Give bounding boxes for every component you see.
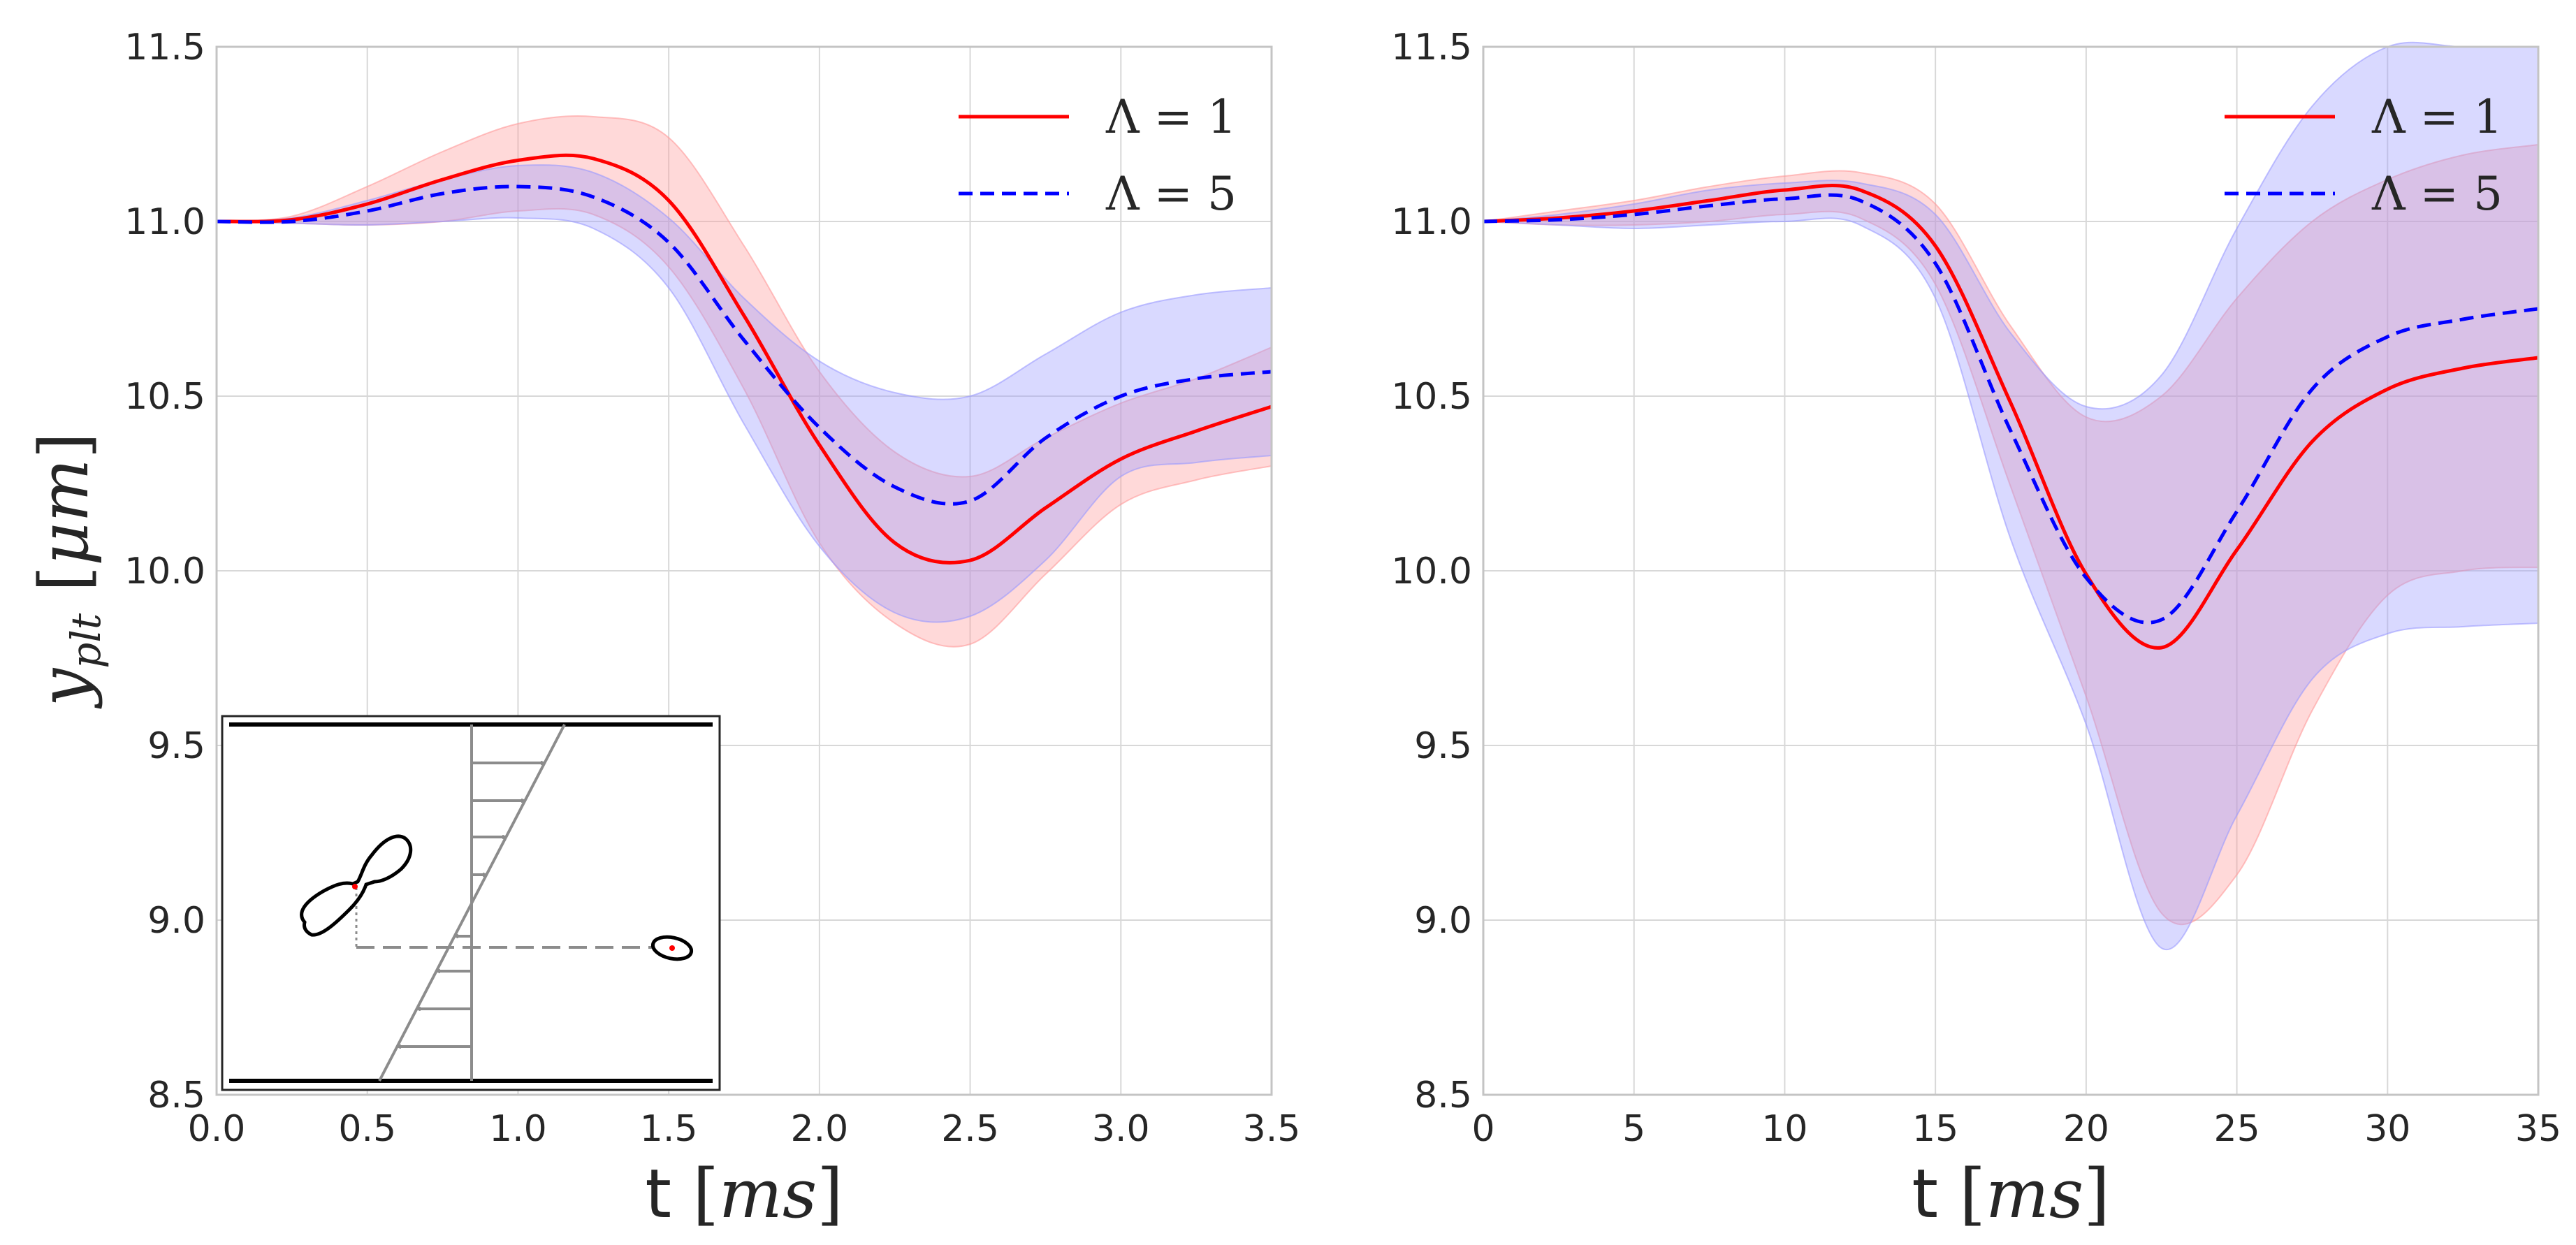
- right-panel: 0 5 10 15 20 25 30 358.59.09.510.010.511.011.5 …: [1391, 27, 2561, 1233]
- left-tick-labels: 0.0 0.5 1.0 1.5 2.0 2.5 3.0 3.5 8.5 9.0 9.5 10.0 10.…: [124, 27, 1300, 1150]
- left-legend-label-blue: Λ = 5: [1105, 167, 1237, 221]
- right-y-tick-label: 11.5: [1391, 27, 1472, 68]
- left-x-tick-label: 3.0: [1092, 1108, 1150, 1150]
- right-legend-label-red: Λ = 1: [2371, 90, 2503, 144]
- inset-velocity-profile: [378, 724, 566, 1082]
- left-y-tick-label: 8.5: [147, 1075, 205, 1116]
- right-y-tick-label: 11.0: [1391, 201, 1472, 243]
- left-x-tick-label: 0.0: [188, 1108, 246, 1150]
- left-axes-frame: [215, 45, 1273, 1096]
- left-band-lambda5: [216, 164, 1272, 623]
- left-x-axis-label: t [ms]: [645, 1155, 843, 1233]
- right-band-lambda5: [1483, 41, 2539, 951]
- right-tick-labels: 0 5 10 15 20 25 30 35 8.5 9.0 9.5 10.0 10.5 11.0 11.5: [1391, 27, 2561, 1150]
- right-lines: [1483, 183, 2539, 650]
- left-line-lambda1: [216, 153, 1272, 565]
- left-y-tick-label: 9.0: [147, 900, 205, 942]
- inset-velocity-arrows: [397, 763, 544, 1047]
- right-y-tick-label: 10.0: [1391, 551, 1472, 592]
- right-bands: [1483, 41, 2539, 951]
- right-line-lambda5: [1483, 193, 2539, 625]
- left-y-tick-label: 11.0: [124, 201, 205, 243]
- left-x-tick-label: 2.5: [941, 1108, 999, 1150]
- left-legend: Λ = 1 Λ = 5: [959, 90, 1237, 221]
- inset-relaxed-cell: [650, 935, 694, 961]
- right-y-tick-label: 9.0: [1414, 900, 1472, 942]
- right-y-tick-label: 8.5: [1414, 1075, 1472, 1116]
- left-y-axis-label: yplt [μm]: [25, 432, 110, 709]
- inset-stretched-cell: [300, 834, 413, 937]
- left-band-lambda1: [216, 115, 1272, 648]
- right-line-lambda1: [1483, 183, 2539, 650]
- left-lines: [216, 153, 1272, 565]
- left-x-tick-label: 1.0: [489, 1108, 547, 1150]
- right-x-tick-label: 10: [1761, 1108, 1807, 1150]
- right-x-tick-label: 0: [1471, 1108, 1494, 1150]
- right-legend-label-blue: Λ = 5: [2371, 167, 2503, 221]
- left-panel: 0.0 0.5 1.0 1.5 2.0 2.5 3.0 3.5 8.5 9.0 9.5 10.0 10.…: [25, 27, 1300, 1233]
- left-y-tick-label: 11.5: [124, 27, 205, 68]
- right-x-tick-label: 25: [2213, 1108, 2260, 1150]
- left-x-tick-label: 1.5: [640, 1108, 698, 1150]
- left-x-tick-label: 3.5: [1243, 1108, 1301, 1150]
- left-x-tick-label: 0.5: [338, 1108, 396, 1150]
- right-x-tick-label: 20: [2063, 1108, 2109, 1150]
- inset-cell-marker-left: [352, 884, 358, 889]
- right-y-tick-label: 10.5: [1391, 376, 1472, 418]
- right-y-tick-label: 9.5: [1414, 725, 1472, 767]
- shear-flow-inset: [221, 715, 721, 1091]
- left-y-tick-label: 10.5: [124, 376, 205, 418]
- left-legend-label-red: Λ = 1: [1105, 90, 1237, 144]
- right-x-tick-label: 15: [1912, 1108, 1958, 1150]
- left-line-lambda5: [216, 184, 1272, 506]
- right-band-lambda1: [1483, 143, 2539, 926]
- left-x-tick-label: 2.0: [791, 1108, 849, 1150]
- right-x-axis-label: t [ms]: [1912, 1155, 2109, 1233]
- right-axes-frame: [1482, 45, 2540, 1096]
- left-y-tick-label: 10.0: [124, 551, 205, 592]
- inset-cell-marker-right: [669, 945, 675, 951]
- left-bands: [216, 115, 1272, 648]
- right-x-tick-label: 35: [2515, 1108, 2561, 1150]
- right-legend: Λ = 1 Λ = 5: [2225, 90, 2503, 221]
- right-x-tick-label: 5: [1622, 1108, 1645, 1150]
- right-x-tick-label: 30: [2364, 1108, 2410, 1150]
- left-y-tick-label: 9.5: [147, 725, 205, 767]
